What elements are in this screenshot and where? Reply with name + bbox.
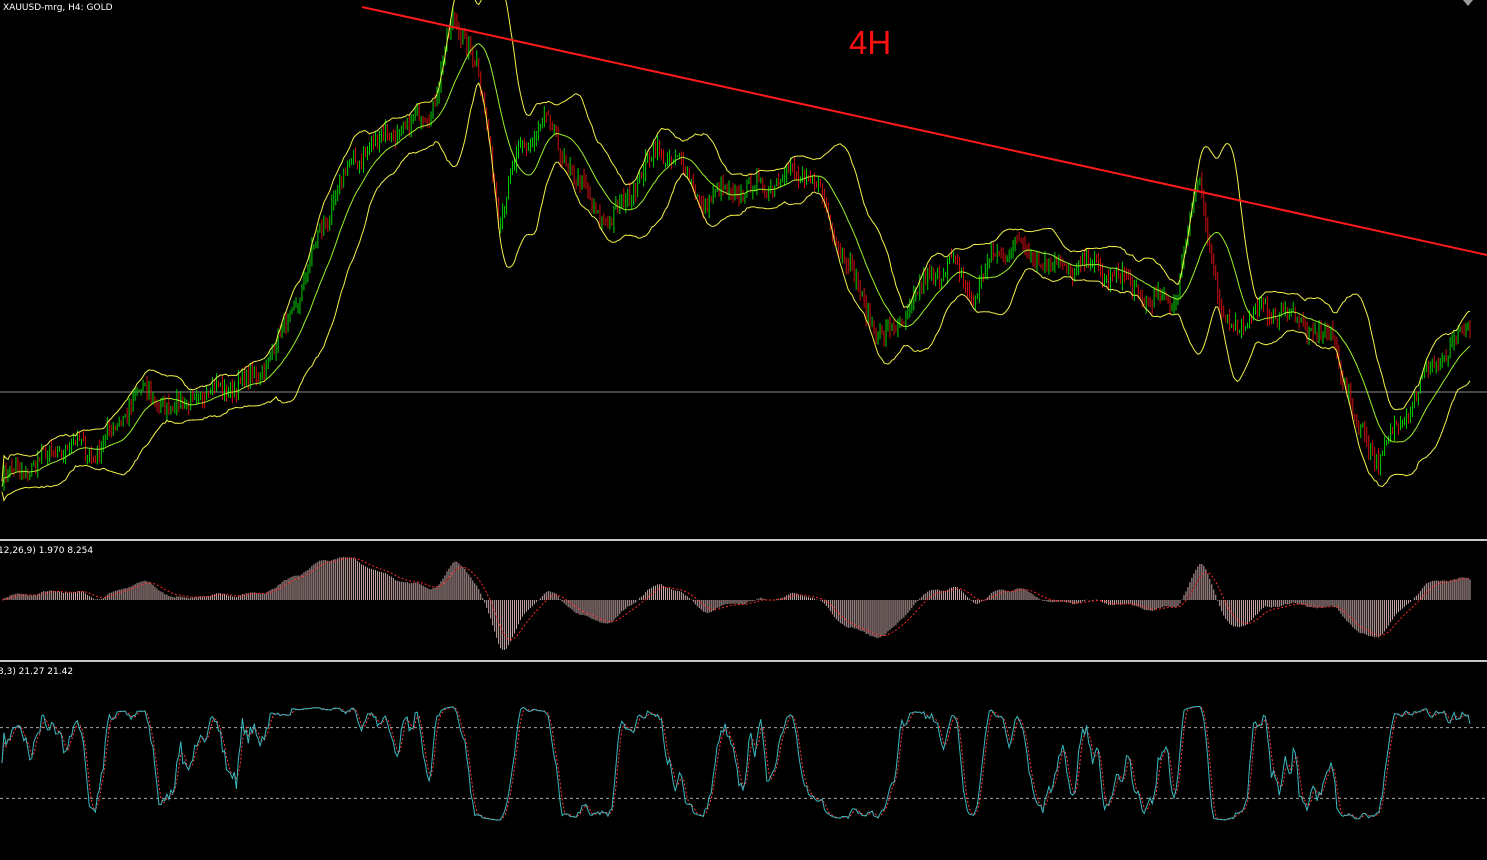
- moving-average: [1, 43, 1471, 487]
- macd-pane[interactable]: 12,26,9) 1.970 8.254: [0, 543, 1487, 660]
- macd-indicator: [1, 556, 1471, 650]
- stochastic-label: 3,3) 21.27 21.42: [0, 667, 74, 677]
- bollinger-lower: [1, 82, 1471, 502]
- macd-signal-line: [1, 557, 1471, 641]
- stochastic-indicator: [0, 705, 1487, 821]
- bollinger-upper: [1, 0, 1471, 482]
- main-chart-pane[interactable]: XAUUSD-mrg, H4: GOLD 4H: [0, 0, 1487, 539]
- macd-histogram: [3, 556, 1471, 650]
- stochastic-main-line: [1, 705, 1471, 821]
- macd-label: 12,26,9) 1.970 8.254: [0, 546, 94, 556]
- trendline: [361, 6, 1487, 256]
- price-chart[interactable]: [0, 0, 1487, 539]
- stochastic-pane[interactable]: 3,3) 21.27 21.42: [0, 664, 1487, 860]
- chart-title: XAUUSD-mrg, H4: GOLD: [3, 3, 113, 13]
- candles: [3, 7, 1471, 491]
- pane-separator[interactable]: [0, 660, 1487, 662]
- timeframe-label: 4H: [849, 24, 892, 61]
- chart-shift-marker-icon[interactable]: [1463, 0, 1473, 6]
- pane-separator[interactable]: [0, 539, 1487, 541]
